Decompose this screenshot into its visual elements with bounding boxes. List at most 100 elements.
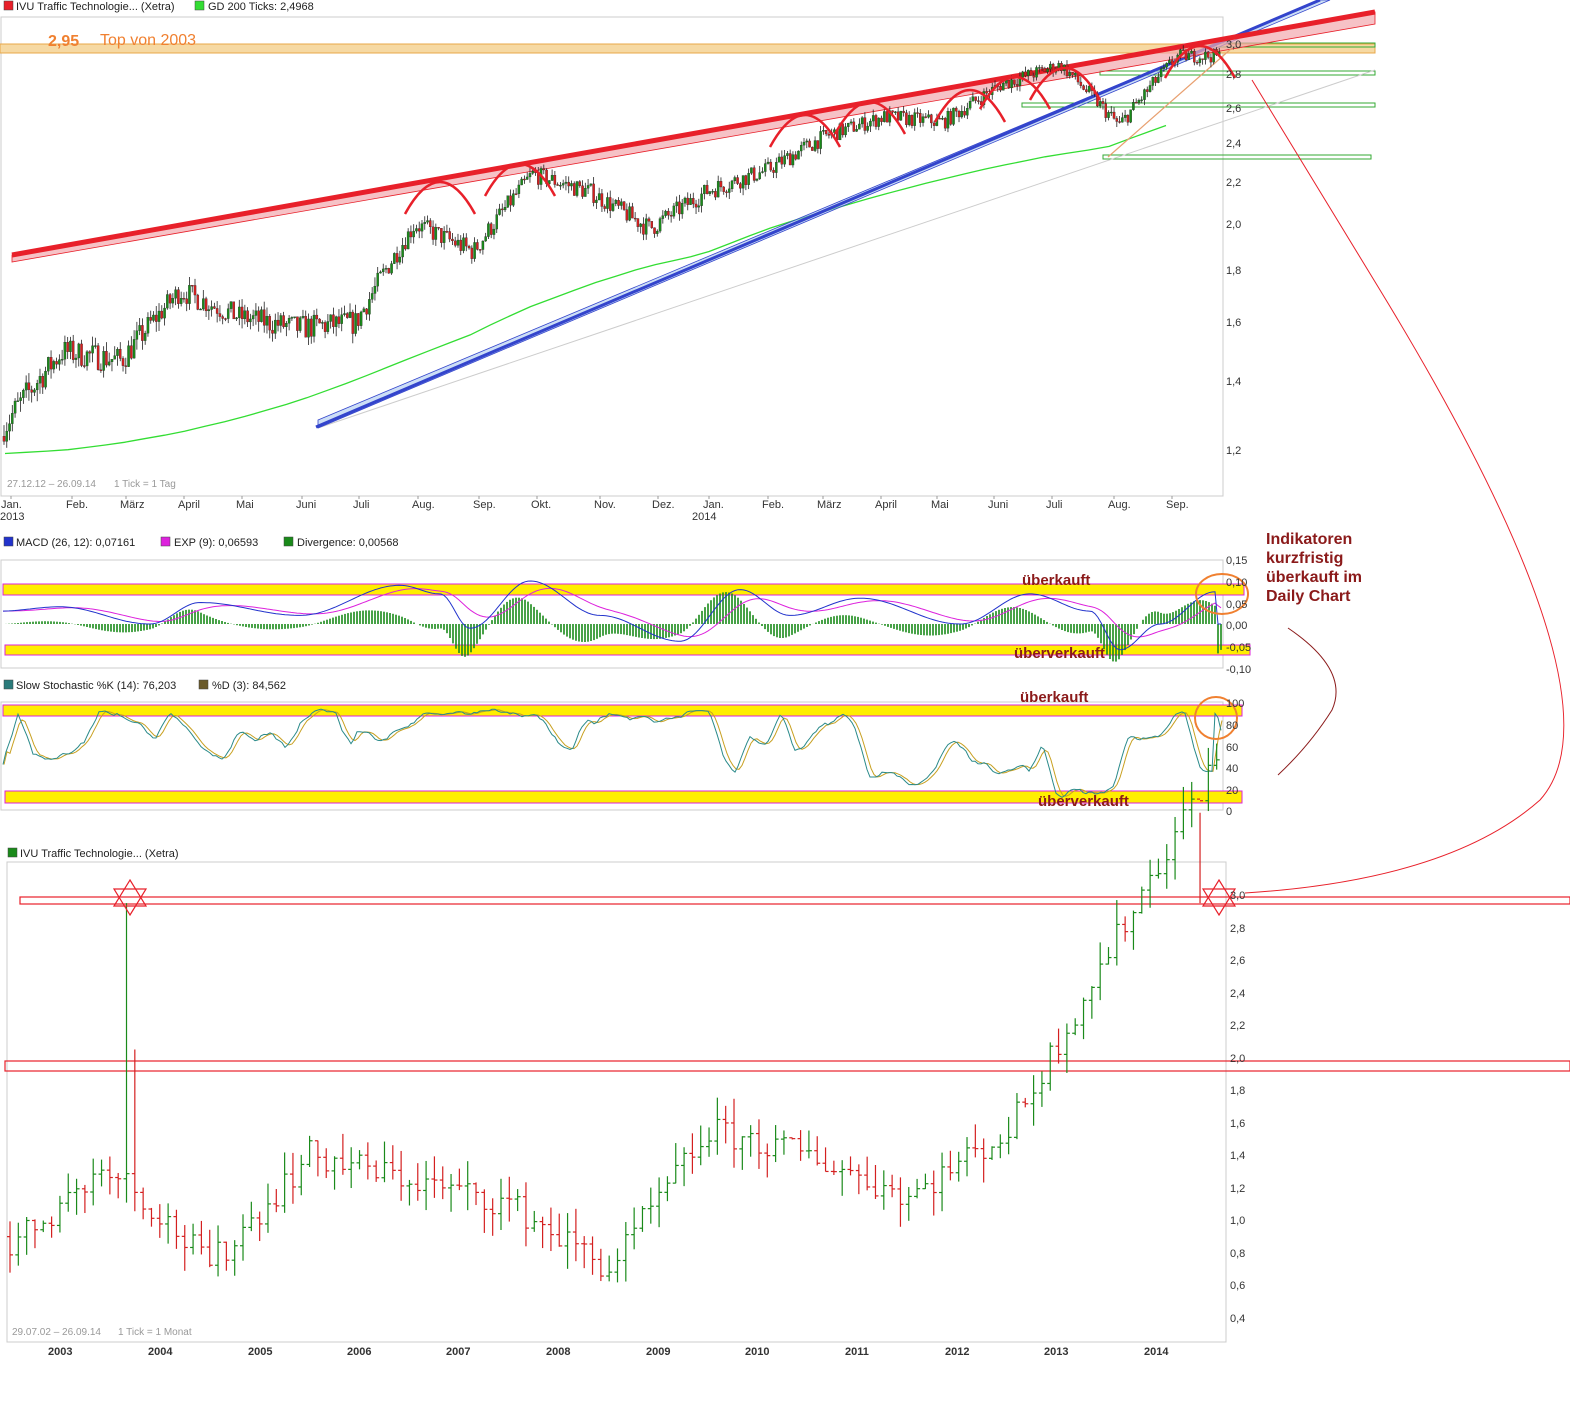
candle-body [866, 125, 869, 131]
candle-body [764, 163, 767, 172]
candle-body [650, 221, 654, 228]
candle-body [141, 325, 144, 341]
candle-body [318, 318, 321, 324]
y-tick: 100 [1226, 698, 1244, 710]
bottom-range-text: 29.07.02 – 26.09.14 [12, 1327, 101, 1338]
candle-body [813, 140, 817, 151]
candle-body [733, 177, 737, 182]
y-tick: 2,8 [1230, 923, 1245, 935]
candle-body [752, 167, 756, 181]
candle-body [603, 206, 606, 209]
candle-body [185, 298, 188, 304]
short-trend-line [1107, 47, 1233, 158]
candle-body [476, 242, 479, 250]
x-tick: 2010 [745, 1346, 769, 1358]
candle-body [1206, 51, 1210, 58]
candle-body [168, 294, 172, 304]
candle-body [725, 191, 728, 193]
candle-body [1026, 69, 1030, 76]
candle-body [910, 114, 914, 126]
stoch-oversold-band [4, 790, 1243, 804]
resistance-trendline [11, 9, 1376, 258]
candle-body [708, 191, 712, 194]
candle-body [578, 181, 582, 186]
candle-body [1146, 89, 1149, 92]
candle-body [35, 383, 39, 391]
candle-body [132, 339, 136, 359]
candle-body [628, 206, 631, 221]
candle-body [38, 376, 42, 384]
candle-body [703, 184, 706, 195]
candle-body [1071, 72, 1074, 76]
y-tick: 2,4 [1230, 988, 1245, 1000]
candle-body [83, 365, 86, 367]
x-tick: Sep. [473, 499, 496, 511]
candle-body [116, 348, 119, 356]
candle-body [858, 123, 861, 130]
candle-body [714, 191, 717, 198]
stoch-oversold-label: überverkauft [1038, 793, 1129, 810]
candle-body [49, 357, 53, 370]
candle-body [143, 333, 147, 341]
candle-body [758, 172, 761, 180]
candle-body [384, 268, 388, 270]
top-label: Top von 2003 [100, 32, 196, 49]
macd-overbought-band [2, 583, 1245, 596]
candle-body [102, 351, 105, 371]
y-tick: 80 [1226, 720, 1238, 732]
candle-body [24, 382, 28, 391]
candle-body [548, 180, 551, 185]
candle-body [769, 161, 773, 171]
candle-body [1010, 79, 1013, 89]
candle-body [1065, 64, 1069, 77]
candle-body [71, 340, 75, 360]
candle-body [730, 180, 734, 190]
candle-body [722, 186, 725, 192]
candle-body [1212, 49, 1215, 63]
y-tick: 1,8 [1226, 265, 1241, 277]
candle-body [462, 237, 465, 251]
support-band-2 [1021, 102, 1376, 108]
stoch-panel: Slow Stochastic %K (14): 76,203 %D (3): … [0, 679, 1244, 818]
candle-body [542, 168, 546, 171]
candle-body [415, 228, 418, 232]
x-tick: Juli [353, 499, 370, 511]
candle-body [509, 195, 512, 206]
y-tick: 0 [1226, 806, 1232, 818]
x-tick: Sep. [1166, 499, 1189, 511]
candle-body [647, 218, 651, 222]
candle-body [847, 122, 850, 127]
candle-body [121, 358, 125, 366]
candle-body [822, 130, 825, 132]
candle-body [85, 351, 89, 367]
x-tick: April [875, 499, 897, 511]
candle-body [680, 203, 684, 215]
candle-body [149, 317, 152, 321]
candle-body [957, 111, 961, 118]
candle-body [1068, 72, 1072, 77]
candle-body [617, 200, 620, 206]
candle-body [110, 359, 114, 363]
candle-body [1024, 71, 1027, 76]
y-tick: 20 [1226, 785, 1238, 797]
candle-body [656, 230, 659, 234]
candle-body [190, 285, 194, 287]
candle-body [584, 188, 587, 197]
candle-body [221, 316, 224, 319]
candle-body [938, 118, 941, 120]
candle-body [174, 289, 177, 299]
candle-body [343, 313, 346, 315]
y-tick: 0,4 [1230, 1313, 1245, 1325]
candle-body [941, 118, 944, 120]
candle-body [456, 239, 460, 246]
macd-oversold-label: überverkauft [1014, 645, 1105, 662]
candle-body [719, 181, 723, 188]
candle-body [354, 313, 357, 334]
candle-body [1115, 118, 1119, 122]
candle-body [891, 110, 894, 113]
candle-body [63, 342, 67, 360]
candle-body [567, 181, 570, 187]
candle-body [204, 298, 208, 312]
legend-swatch-d [198, 679, 209, 690]
candle-body [575, 181, 579, 196]
